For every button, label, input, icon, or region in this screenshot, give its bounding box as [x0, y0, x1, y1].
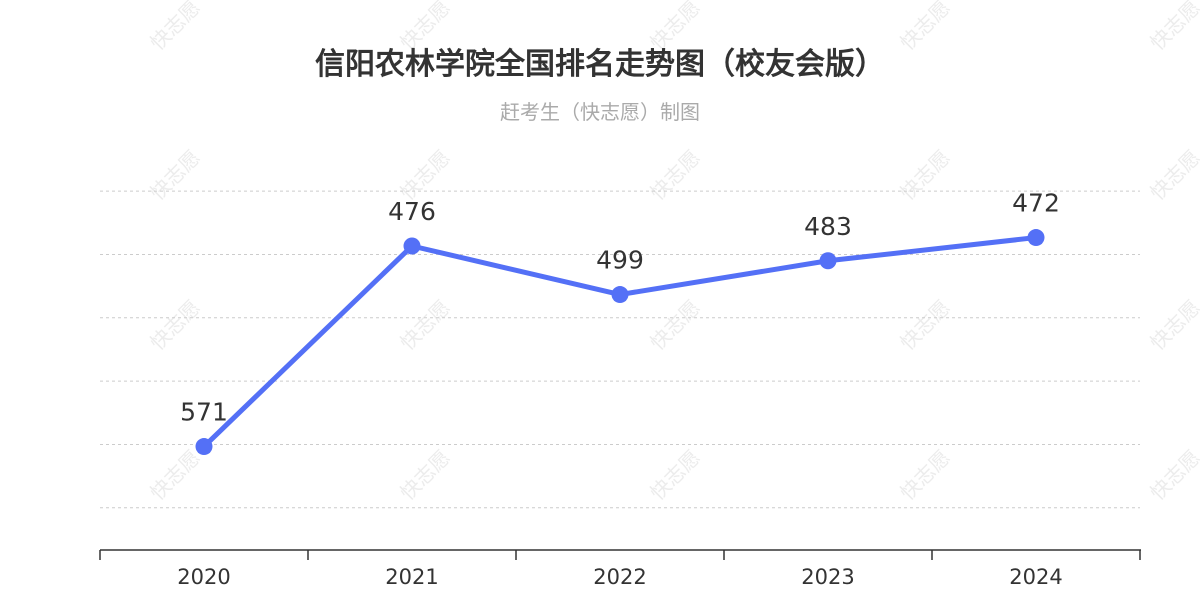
watermark-text: 快志愿: [145, 0, 204, 55]
x-tick-label: 2022: [593, 565, 646, 589]
chart-title: 信阳农林学院全国排名走势图（校友会版）: [315, 47, 885, 82]
watermark-text: 快志愿: [645, 145, 704, 204]
series-layer: [195, 229, 1045, 456]
watermark-text: 快志愿: [145, 445, 204, 504]
data-point[interactable]: [403, 237, 421, 255]
data-labels: 571 476 499 483 472: [180, 189, 1060, 427]
watermark-text: 快志愿: [1145, 295, 1200, 354]
x-tick-label: 2021: [385, 565, 438, 589]
data-point[interactable]: [1027, 229, 1045, 247]
x-tick-label: 2020: [177, 565, 230, 589]
data-point[interactable]: [819, 252, 837, 270]
x-tick-label: 2024: [1009, 565, 1062, 589]
watermark-text: 快志愿: [895, 145, 954, 204]
watermark-text: 快志愿: [1145, 445, 1200, 504]
watermark-text: 快志愿: [395, 445, 454, 504]
watermark-text: 快志愿: [895, 445, 954, 504]
watermark-text: 快志愿: [1145, 145, 1200, 204]
x-tick-label: 2023: [801, 565, 854, 589]
x-axis: 2020 2021 2022 2023 2024: [99, 549, 1141, 589]
watermark-text: 快志愿: [395, 145, 454, 204]
watermark-text: 快志愿: [145, 145, 204, 204]
chart-subtitle: 赶考生（快志愿）制图: [500, 100, 700, 124]
watermark-text: 快志愿: [1145, 0, 1200, 55]
watermark-text: 快志愿: [895, 0, 954, 55]
data-label: 476: [388, 197, 436, 226]
watermark-text: 快志愿: [895, 295, 954, 354]
data-label: 472: [1012, 189, 1060, 218]
data-label: 499: [596, 246, 644, 275]
data-label: 483: [804, 212, 852, 241]
gridlines: [100, 190, 1140, 509]
data-point[interactable]: [195, 438, 213, 456]
data-label: 571: [180, 398, 228, 427]
watermark-text: 快志愿: [645, 295, 704, 354]
watermark-text: 快志愿: [145, 295, 204, 354]
watermark-text: 快志愿: [645, 445, 704, 504]
data-point[interactable]: [611, 286, 629, 304]
watermark-text: 快志愿: [395, 295, 454, 354]
